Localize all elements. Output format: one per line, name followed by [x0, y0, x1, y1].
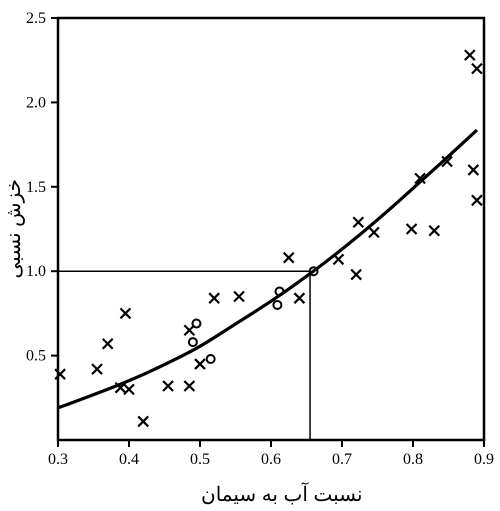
y-tick-label: 2.0 [26, 94, 46, 111]
data-point-x [124, 384, 134, 394]
data-point-o [189, 338, 197, 346]
data-point-x [184, 381, 194, 391]
x-tick-label: 0.4 [119, 451, 139, 468]
data-point-o [207, 355, 215, 363]
y-axis-label: خزش نسبی [2, 179, 26, 278]
x-tick-label: 0.7 [332, 451, 352, 468]
data-point-x [103, 339, 113, 349]
data-point-x [234, 292, 244, 302]
scatter-chart: 0.3 0.4 0.5 0.6 0.7 0.8 0.9 0.5 1.0 1.5 2.0 2.5 نسب… [0, 0, 500, 511]
trend-curve [58, 130, 477, 408]
y-tick-label: 1.0 [26, 263, 46, 280]
data-point-x [138, 416, 148, 426]
data-point-x [55, 369, 65, 379]
data-point-o [273, 301, 281, 309]
x-tick-label: 0.8 [403, 451, 423, 468]
data-point-x [92, 364, 102, 374]
data-point-x [353, 217, 363, 227]
x-tick-label: 0.5 [190, 451, 210, 468]
chart-svg: 0.3 0.4 0.5 0.6 0.7 0.8 0.9 0.5 1.0 1.5 2.0 2.5 [0, 0, 500, 511]
data-point-x [429, 226, 439, 236]
data-point-x [407, 224, 417, 234]
y-tick-label: 1.5 [26, 179, 46, 196]
data-point-x [163, 381, 173, 391]
data-point-x [351, 270, 361, 280]
data-point-x [472, 64, 482, 74]
data-point-x [333, 254, 343, 264]
data-point-x [284, 253, 294, 263]
y-tick-label: 2.5 [26, 10, 46, 27]
data-point-x [465, 50, 475, 60]
data-point-x [468, 165, 478, 175]
data-point-x [369, 227, 379, 237]
data-point-x [120, 308, 130, 318]
x-tick-label: 0.9 [474, 451, 494, 468]
x-axis-label: نسبت آب به سیمان [201, 482, 363, 507]
data-point-x [294, 293, 304, 303]
data-point-x [209, 293, 219, 303]
data-point-x [472, 195, 482, 205]
x-tick-label: 0.6 [261, 451, 281, 468]
x-tick-label: 0.3 [48, 451, 68, 468]
data-point-x [195, 359, 205, 369]
y-tick-label: 0.5 [26, 348, 46, 365]
data-point-o [192, 320, 200, 328]
